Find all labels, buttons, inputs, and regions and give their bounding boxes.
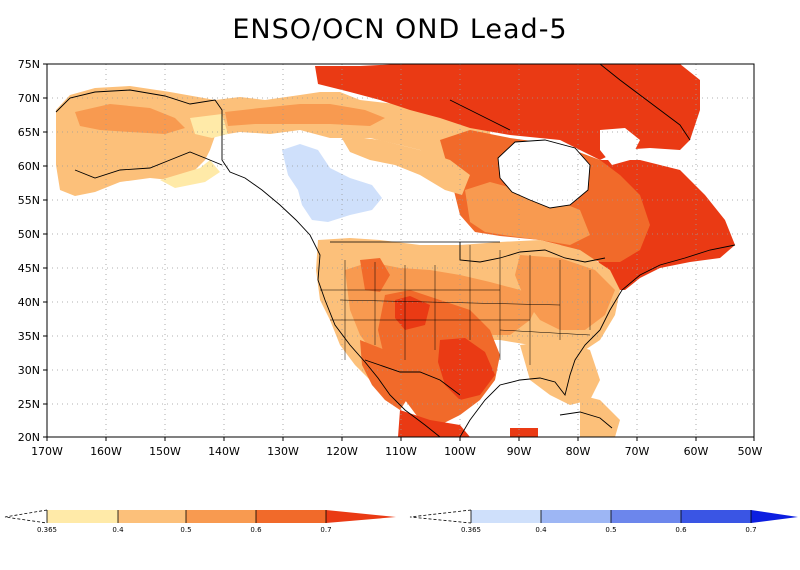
colorbar-above-bin [186,510,256,523]
hawaii-nodata [100,420,130,437]
lon-label: 130W [267,445,299,458]
colorbar-below-bin [681,510,751,523]
map-title: ENSO/OCN OND Lead-5 [232,14,568,45]
colorbar-below-label: 0.365 [461,526,481,534]
colorbar-below-label: 0.7 [745,526,756,534]
lon-label: 60W [684,445,709,458]
colorbar-below-bin [541,510,611,523]
colorbar-above-label: 0.7 [320,526,331,534]
colorbar-below-low-arrow [409,509,472,524]
lon-label: 150W [149,445,181,458]
caribbean-above-red [510,428,538,437]
lon-label: 80W [566,445,591,458]
colorbar-above-label: 0.6 [250,526,262,534]
lon-labels: 170W 160W 150W 140W 130W 120W 110W 100W … [31,445,762,458]
lon-label: 70W [625,445,650,458]
alaska-above-medium [75,104,185,134]
lat-label: 40N [18,296,40,309]
western-canada-below-light [282,144,382,222]
mexico-above-orange [360,340,410,410]
canada-mid-above-medium [465,182,590,245]
alaska-above-light [56,86,492,196]
coastlines [55,64,736,437]
lon-label: 170W [31,445,63,458]
lon-label: 140W [208,445,240,458]
beaufort-above-light-yellow [190,114,228,138]
colorbar-below: 0.365 0.4 0.5 0.6 0.7 [409,509,798,534]
canada-light-band [340,135,470,195]
hudson-bay-nodata [498,140,590,208]
lon-label: 110W [385,445,417,458]
colorbar-above-bin [256,510,326,523]
lat-label: 55N [18,194,40,207]
colorbar-above-label: 0.365 [37,526,57,534]
lon-label: 120W [326,445,358,458]
colorbar-above: 0.365 0.4 0.5 0.6 0.7 [4,509,396,534]
lat-labels: 75N 70N 65N 60N 55N 50N 45N 40N 35N 30N … [18,58,40,444]
lon-label: 50W [738,445,763,458]
texas-above-red [438,338,495,400]
mexico-south-above-red [398,410,470,437]
colorbar-above-high-arrow [326,510,396,523]
gulf-above-light [520,340,600,405]
gulf-alaska-light-yellow [160,160,220,188]
lon-label: 160W [90,445,122,458]
colorbar-above-label: 0.4 [112,526,124,534]
lat-label: 45N [18,262,40,275]
lat-label: 60N [18,160,40,173]
state-borders [320,245,591,365]
probability-shading [56,64,754,437]
greenland-nodata [700,64,754,170]
colorbar-below-label: 0.4 [535,526,547,534]
colorbar-above-label: 0.5 [180,526,191,534]
colorbar-above-bin [118,510,186,523]
lat-label: 65N [18,126,40,139]
lat-label: 35N [18,330,40,343]
lon-grid [105,64,697,437]
lon-label: 100W [444,445,476,458]
colorbar-above-bin [47,510,118,523]
lat-label: 20N [18,431,40,444]
colorbar-below-label: 0.6 [675,526,687,534]
colorbar-below-high-arrow [751,510,798,523]
yukon-above-medium [225,104,385,126]
colorbar-below-label: 0.5 [605,526,616,534]
lon-label: 90W [507,445,532,458]
lat-label: 30N [18,364,40,377]
colorbar-above-low-arrow [4,509,48,524]
colorbar-below-bin [471,510,541,523]
lat-label: 50N [18,228,40,241]
baffin-nodata [600,128,640,165]
lon-ticks [46,437,755,441]
lat-label: 25N [18,398,40,411]
colorbar-below-bin [611,510,681,523]
lat-label: 70N [18,92,40,105]
lat-label: 75N [18,58,40,71]
lat-ticks [43,63,47,438]
south-us-above-red [395,296,430,330]
